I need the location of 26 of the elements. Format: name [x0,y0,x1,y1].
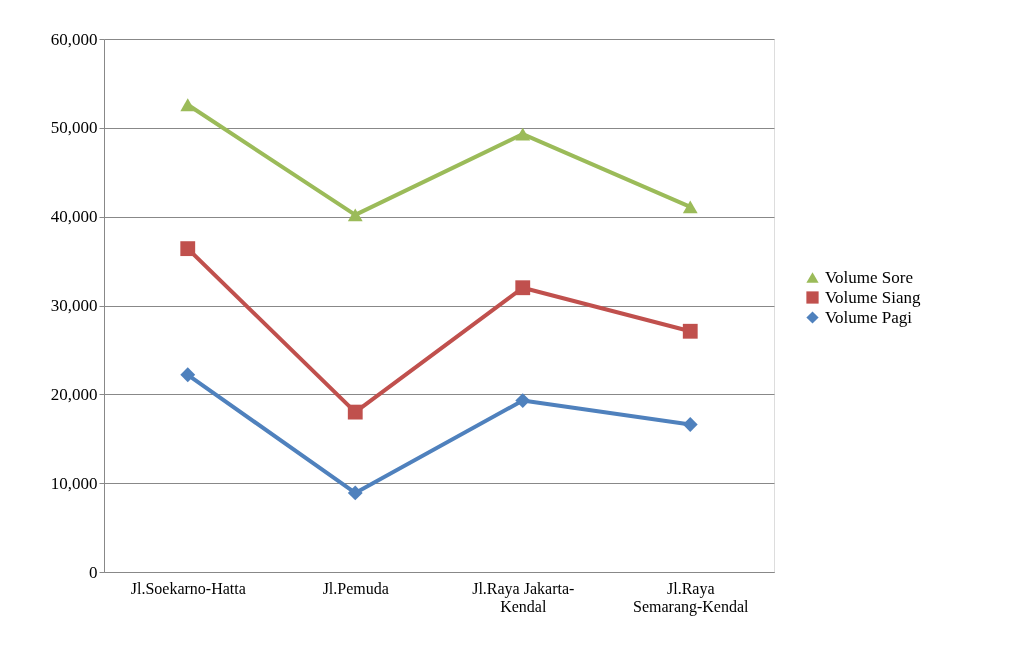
y-tick-label: 30,000 [50,296,98,315]
point [180,98,196,112]
point [347,485,363,501]
point [682,417,698,432]
y-tick-label: 10,000 [50,473,98,493]
point [347,404,363,420]
point [682,323,698,339]
point [515,280,531,296]
point [515,127,531,141]
x-tick-label: Jl.Raya Semarang-Kendal [632,579,750,616]
y-tick-label: 0 [89,562,98,582]
point [180,367,196,383]
x-tick-label: Jl.Raya Jakarta-Kendal [472,579,575,615]
y-tick-label: 40,000 [50,207,98,227]
x-tick-label: Jl.Pemuda [322,579,389,597]
point [180,241,196,257]
legend-label: Volume Siang [825,287,922,307]
legend-label: Volume Pagi [825,307,913,327]
y-tick-label: 60,000 [50,29,98,49]
point [682,200,698,214]
y-tick-label: 50,000 [50,118,98,138]
x-tick-label: Jl.Soekarno-Hatta [130,579,246,597]
point [347,208,363,222]
point [515,393,531,408]
legend-label: Volume Sore [825,267,913,287]
y-tick-label: 20,000 [50,384,98,404]
